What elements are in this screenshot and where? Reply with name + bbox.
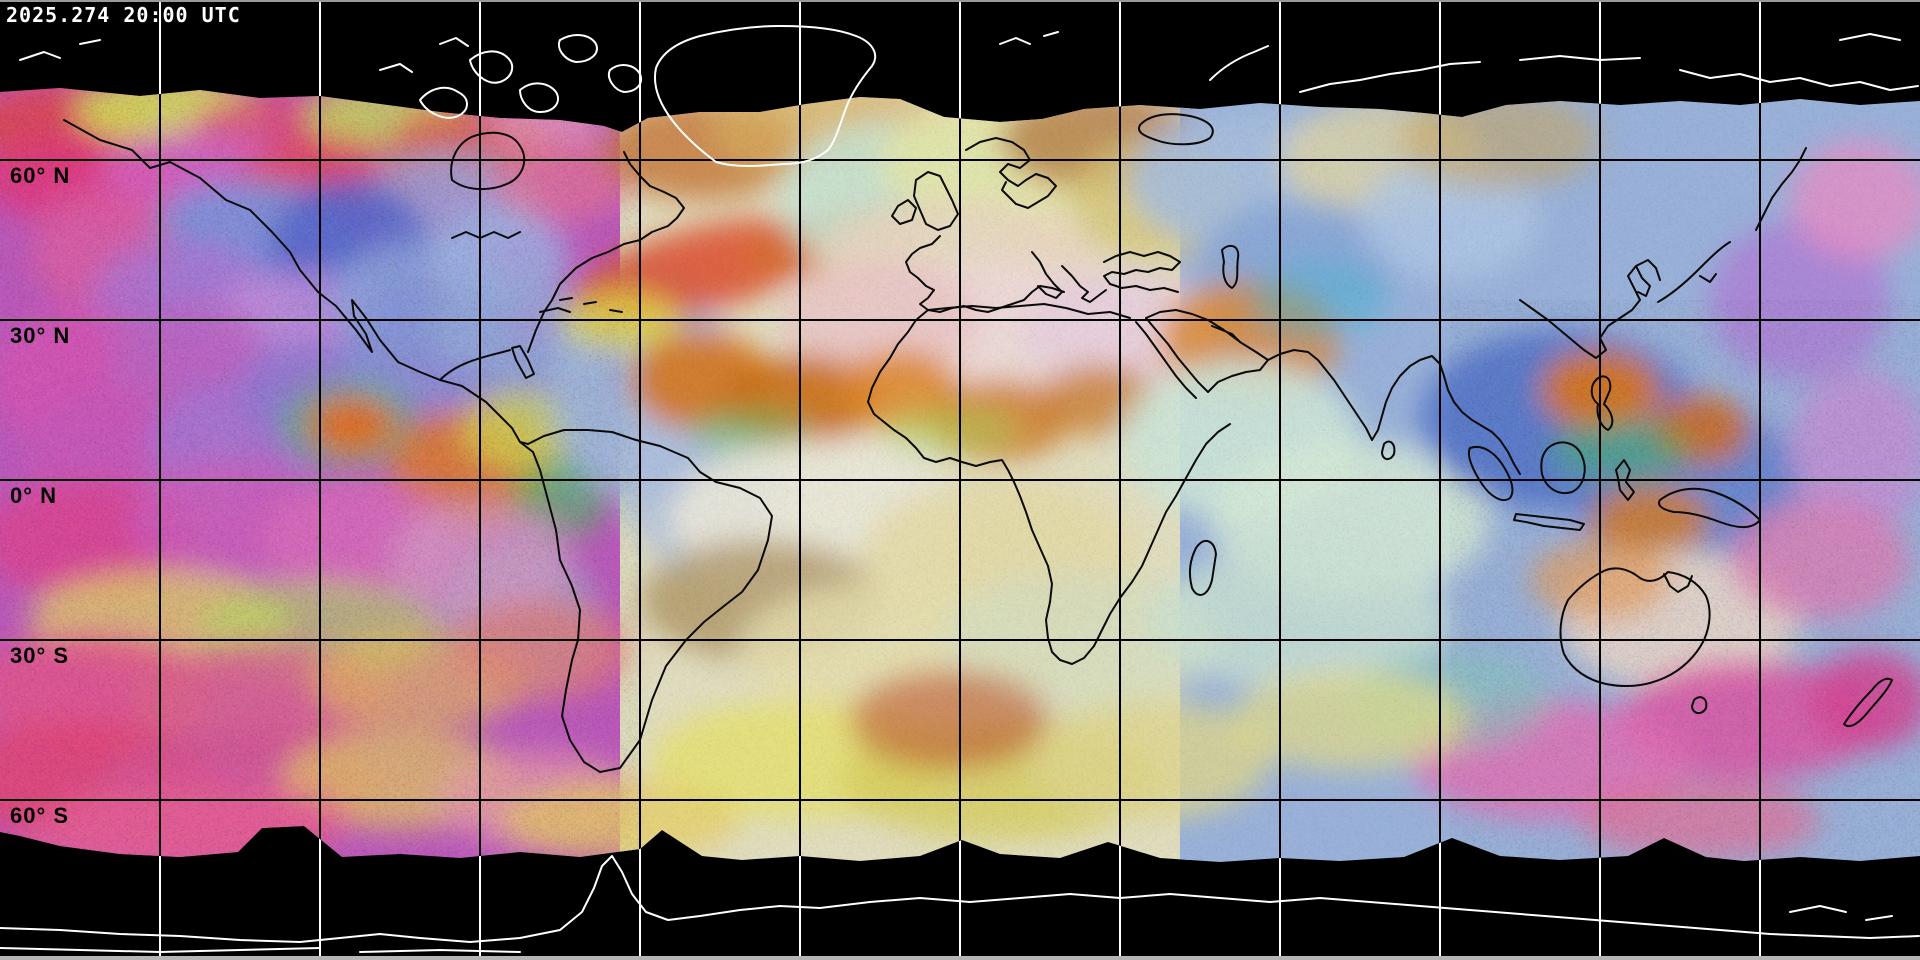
- top-edge-line: [0, 0, 1920, 2]
- latitude-label-60n: 60° N: [10, 163, 71, 188]
- timestamp-label: 2025.274 20:00 UTC: [6, 3, 241, 27]
- latitude-label-30n: 30° N: [10, 323, 71, 348]
- bottom-edge-line: [0, 956, 1920, 960]
- coastlines-space-layer: [0, 25, 1920, 953]
- latitude-label-30s: 30° S: [10, 643, 70, 668]
- latitude-label-60s: 60° S: [10, 803, 70, 828]
- latitude-label-0n: 0° N: [10, 483, 58, 508]
- coastlines-imagery-layer: [63, 113, 1893, 773]
